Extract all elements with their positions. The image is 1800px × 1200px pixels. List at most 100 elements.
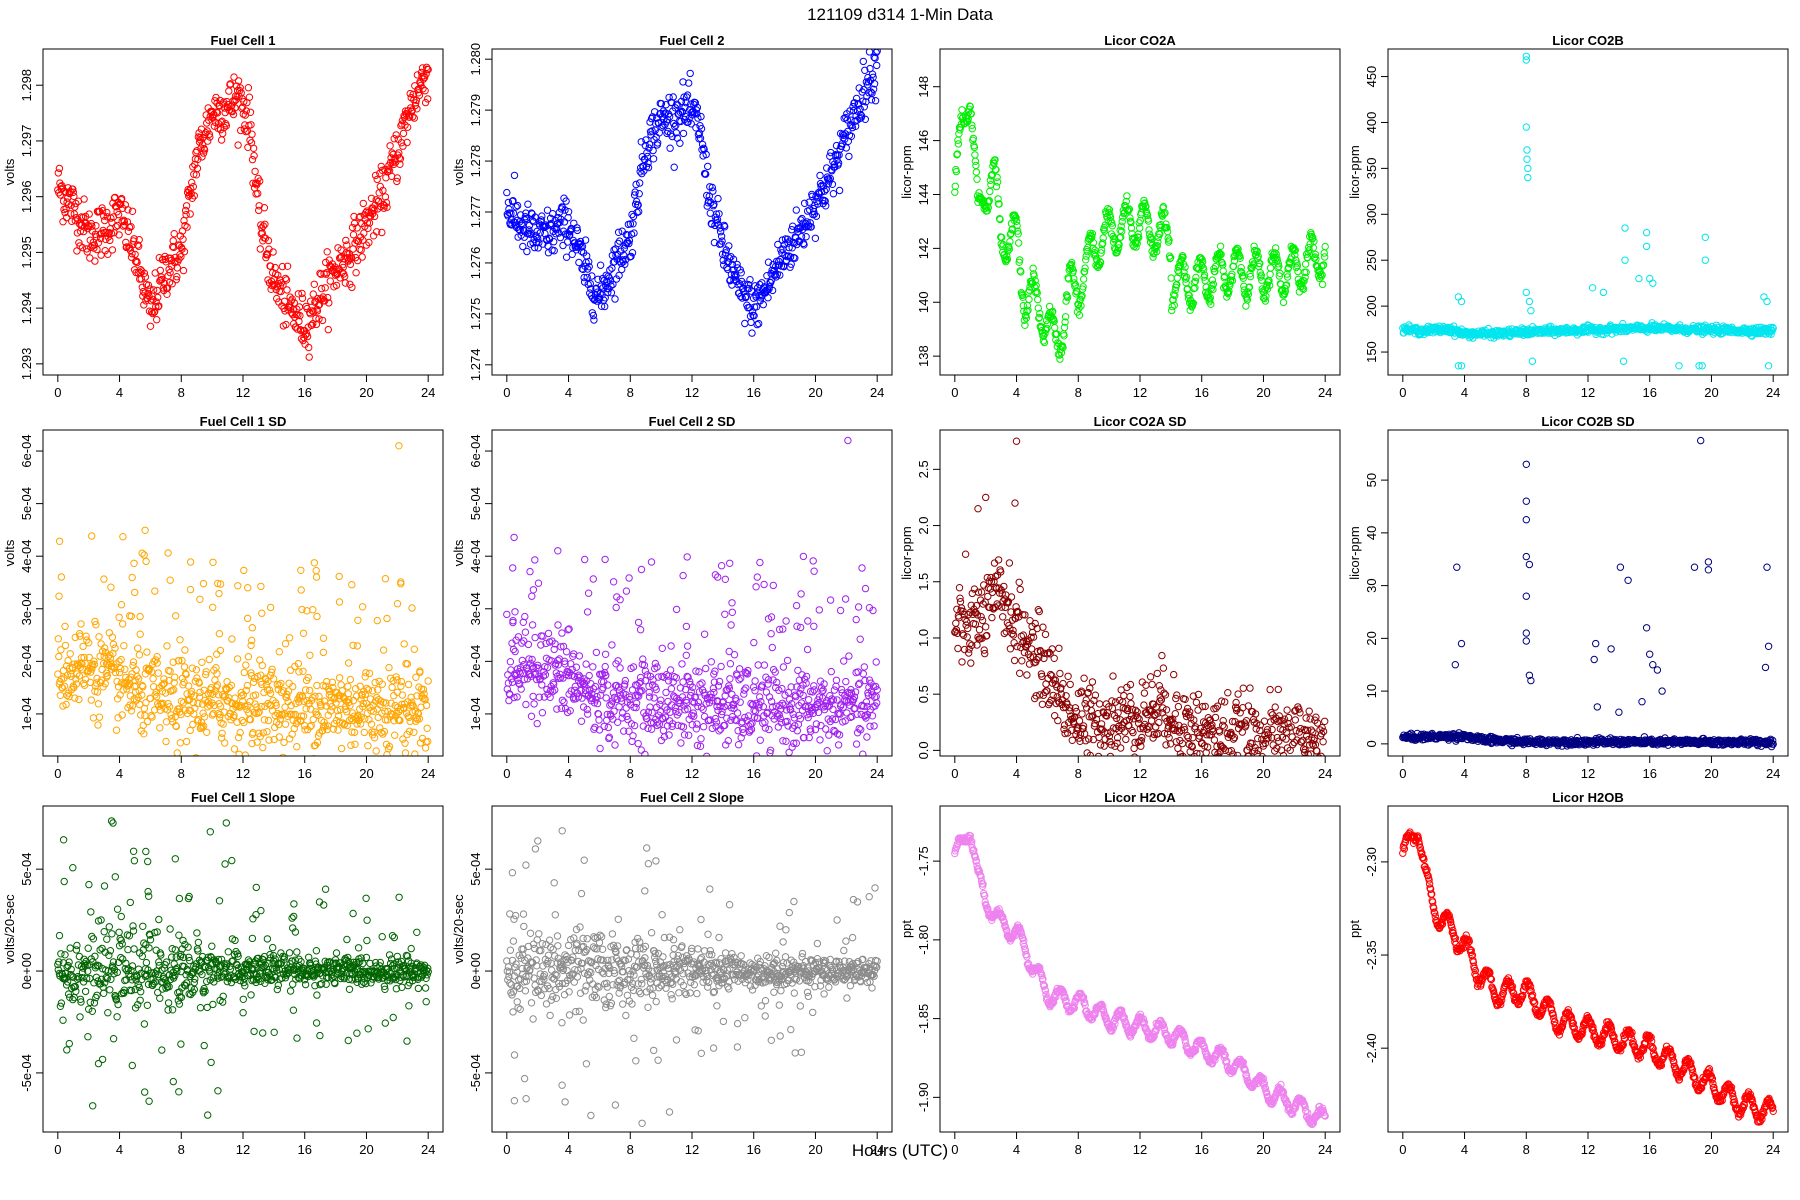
data-point <box>404 680 413 689</box>
data-point <box>276 715 284 723</box>
data-point <box>1646 274 1654 283</box>
data-point <box>829 696 838 704</box>
data-point <box>692 725 701 733</box>
data-point <box>356 682 364 690</box>
data-point <box>369 701 377 710</box>
data-point <box>119 620 127 628</box>
data-point <box>344 682 352 691</box>
data-point <box>188 664 197 672</box>
data-point <box>1065 707 1073 715</box>
x-tick-label: 4 <box>565 385 572 400</box>
data-point <box>421 98 430 107</box>
data-point <box>702 150 710 159</box>
data-point <box>739 284 747 292</box>
data-point <box>1043 650 1052 658</box>
data-point <box>93 245 101 254</box>
data-point <box>374 686 382 694</box>
data-point <box>690 712 698 720</box>
data-point <box>364 742 372 750</box>
data-point <box>704 162 712 171</box>
data-point <box>660 673 668 681</box>
data-point <box>299 712 308 720</box>
data-point <box>518 656 526 665</box>
data-point <box>1015 578 1023 586</box>
y-tick-label: 250 <box>1364 249 1379 271</box>
data-point <box>1266 270 1274 278</box>
data-point <box>672 674 680 682</box>
data-point <box>641 750 649 756</box>
data-point <box>117 200 125 208</box>
data-point <box>841 595 850 603</box>
data-point <box>1017 268 1025 276</box>
data-point <box>245 93 254 101</box>
data-point <box>287 701 295 710</box>
data-point <box>517 211 525 219</box>
data-point <box>203 699 211 707</box>
data-point <box>1619 357 1628 365</box>
data-point <box>842 677 850 686</box>
data-point <box>829 190 838 198</box>
y-tick-label: 1.296 <box>19 180 34 213</box>
data-point <box>958 106 966 114</box>
data-point <box>196 136 205 144</box>
data-point <box>342 236 350 245</box>
data-point <box>91 617 99 626</box>
data-point <box>188 178 196 187</box>
data-point <box>335 695 343 703</box>
data-point <box>78 243 87 252</box>
data-point <box>370 212 379 221</box>
data-point <box>88 222 96 230</box>
data-point <box>397 682 405 690</box>
data-point <box>734 741 743 749</box>
data-point <box>527 672 535 680</box>
data-point <box>631 188 639 196</box>
data-point <box>857 110 865 119</box>
data-point <box>1040 338 1049 347</box>
data-point <box>726 660 735 668</box>
y-tick-label: 1.280 <box>468 43 483 76</box>
data-point <box>729 266 737 274</box>
data-point <box>629 663 638 671</box>
data-point <box>624 715 632 724</box>
data-point <box>249 678 258 686</box>
data-point <box>1181 275 1190 283</box>
data-point <box>371 678 379 687</box>
data-point <box>256 177 264 185</box>
data-point <box>558 629 566 637</box>
data-point <box>700 630 709 638</box>
data-point <box>994 602 1002 610</box>
data-point <box>521 216 529 224</box>
data-point <box>243 681 252 690</box>
data-point <box>1103 213 1112 221</box>
data-point <box>1245 283 1254 291</box>
x-tick-label: 4 <box>1013 385 1020 400</box>
data-point <box>1099 234 1107 242</box>
data-point <box>1763 297 1771 306</box>
data-point <box>683 91 692 99</box>
data-point <box>244 143 252 152</box>
data-point <box>179 235 187 243</box>
data-point <box>792 601 801 610</box>
data-point <box>89 662 97 670</box>
data-point <box>1080 267 1089 276</box>
data-point <box>713 697 721 706</box>
data-point <box>1225 287 1233 295</box>
data-point <box>560 657 569 665</box>
data-point <box>954 140 963 148</box>
data-point <box>200 146 209 154</box>
data-point <box>347 253 356 261</box>
data-point <box>92 621 100 629</box>
data-point <box>325 299 333 307</box>
data-point <box>354 237 363 245</box>
data-point <box>630 721 639 730</box>
data-point <box>856 105 864 113</box>
data-point <box>172 612 180 620</box>
data-point <box>1050 654 1058 662</box>
data-point <box>181 646 189 654</box>
data-point <box>88 532 96 540</box>
data-point <box>979 600 987 608</box>
data-point <box>654 139 662 147</box>
data-point <box>290 724 298 733</box>
data-point <box>697 125 706 133</box>
data-point <box>1257 271 1266 279</box>
